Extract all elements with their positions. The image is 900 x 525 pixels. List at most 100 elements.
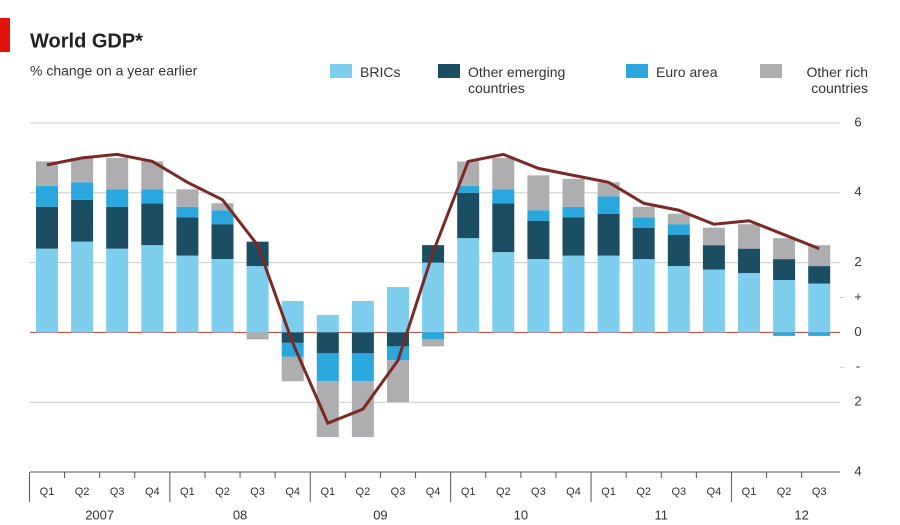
bar-segment	[702, 245, 725, 270]
x-tick-label: Q1	[40, 486, 55, 498]
x-year-label: 2007	[85, 507, 114, 522]
legend-item: BRICs	[330, 64, 400, 80]
bar-segment	[738, 273, 760, 333]
bar-segment	[176, 217, 199, 256]
x-tick-label: Q4	[426, 486, 441, 498]
bar-segment	[141, 245, 164, 333]
bar-segment	[562, 255, 585, 333]
bar-segment	[106, 189, 129, 207]
bar-segment	[176, 206, 199, 218]
bar-segment	[387, 360, 409, 403]
legend-label: Euro area	[656, 64, 718, 80]
bar-segment	[773, 280, 796, 333]
bar-segment	[597, 182, 620, 197]
bar-segment	[316, 332, 339, 354]
bar-segment	[527, 220, 550, 260]
bar-segment	[36, 185, 58, 207]
x-tick-label: Q4	[707, 486, 722, 498]
bar-segment	[141, 161, 164, 190]
x-tick-label: Q3	[110, 486, 125, 498]
bar-segment	[562, 178, 585, 207]
bar-segment	[106, 157, 129, 190]
legend-label: Other rich countries	[806, 64, 868, 96]
bar-segment	[457, 185, 480, 193]
bar-segment	[246, 266, 269, 333]
x-tick-label: Q3	[250, 486, 265, 498]
bar-segment	[597, 196, 620, 214]
bar-segment	[71, 182, 94, 200]
x-tick-label: Q4	[285, 486, 300, 498]
bar-segment	[457, 192, 480, 239]
bar-segment	[176, 255, 199, 333]
x-tick-label: Q1	[320, 486, 335, 498]
bar-segment	[632, 227, 655, 260]
bar-segment	[527, 259, 550, 333]
brand-mark	[0, 18, 10, 52]
bar-segment	[492, 189, 515, 204]
x-tick-label: Q1	[461, 486, 476, 498]
bar-segment	[492, 157, 515, 190]
bar-segment	[773, 259, 796, 281]
bar-segment	[281, 356, 304, 382]
x-tick-label: Q3	[391, 486, 406, 498]
bar-segment	[211, 259, 234, 333]
line	[46, 152, 820, 426]
bar-segment	[141, 203, 164, 246]
bar-segment	[808, 332, 831, 336]
bar-segment	[667, 224, 690, 235]
x-tick-label: Q4	[566, 486, 581, 498]
bar-segment	[316, 314, 339, 333]
y-tick-label: 2	[854, 394, 861, 409]
bar-segment	[597, 213, 620, 256]
bar-segment	[106, 248, 129, 333]
bar-segment	[527, 175, 550, 211]
bar-segment	[492, 252, 515, 333]
legend-item: Other emerging countries	[438, 64, 588, 96]
bar-segment	[632, 217, 655, 228]
bar-segment	[808, 283, 831, 333]
bar-segment	[106, 206, 129, 249]
bar-segment	[632, 259, 655, 333]
bar-segment	[36, 248, 58, 333]
bar-segment	[738, 248, 760, 274]
x-tick-label: Q3	[812, 486, 827, 498]
bar-segment	[738, 224, 760, 249]
bar-segment	[211, 210, 234, 225]
bar-segment	[316, 381, 339, 438]
y-tick-label: -	[856, 359, 860, 374]
x-tick-label: Q2	[75, 486, 90, 498]
x-year-label: 10	[514, 507, 528, 522]
legend-label: BRICs	[360, 64, 401, 80]
legend-swatch	[626, 64, 648, 78]
bar-segment	[422, 332, 445, 340]
legend-swatch	[330, 64, 352, 78]
chart-title: World GDP*	[30, 30, 143, 52]
bar-segment	[667, 234, 690, 267]
x-tick-label: Q1	[180, 486, 195, 498]
y-tick-label: +	[854, 289, 862, 304]
bar-segment	[351, 332, 374, 354]
bar-segment	[667, 213, 690, 225]
y-tick-label: 4	[854, 463, 861, 478]
bar-segment	[71, 199, 94, 242]
bar-segment	[422, 262, 445, 333]
x-tick-label: Q4	[145, 486, 160, 498]
x-year-label: 11	[655, 507, 669, 522]
bar-segment	[351, 353, 374, 382]
bar-segment	[176, 189, 199, 207]
legend-label: Other emerging countries	[468, 64, 566, 96]
x-tick-label: Q1	[742, 486, 757, 498]
x-year-label: 09	[373, 507, 387, 522]
chart-subtitle: % change on a year earlier	[30, 63, 198, 79]
bar-segment	[387, 287, 409, 333]
x-tick-label: Q3	[671, 486, 686, 498]
bar-segment	[71, 241, 94, 333]
bar-segment	[351, 300, 374, 333]
bar-segment	[562, 217, 585, 256]
bar-segment	[702, 269, 725, 333]
bar-segment	[632, 206, 655, 218]
bar-segment	[667, 266, 690, 333]
bar-segment	[316, 353, 339, 382]
